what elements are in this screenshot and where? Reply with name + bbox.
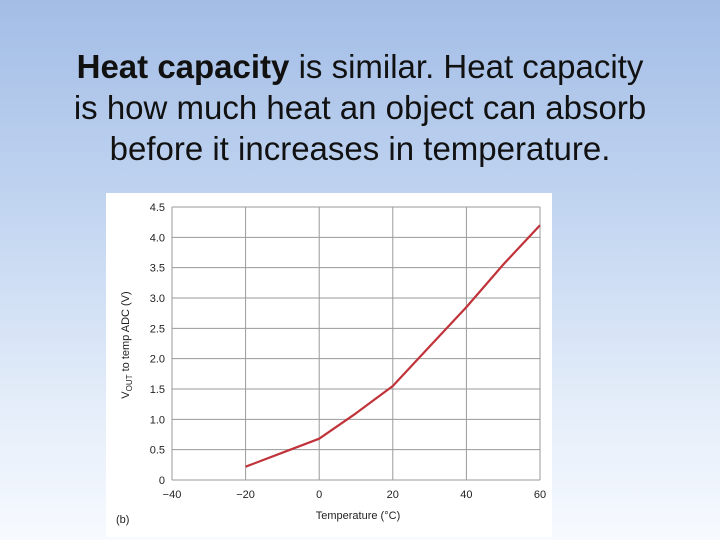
y-axis-label: VOUT to temp ADC (V) — [120, 291, 134, 398]
y-tick-label: 2.0 — [150, 354, 165, 366]
chart-panel: −40 −20 0 20 40 60 0 0.5 1.0 1.5 2.0 2.5 3.0 3.5 4.0 4.… — [106, 193, 552, 537]
y-tick-label: 1.5 — [150, 384, 165, 396]
line-chart: −40 −20 0 20 40 60 0 0.5 1.0 1.5 2.0 2.5 3.0 3.5 4.0 4.… — [116, 202, 546, 526]
y-tick-label: 4.5 — [150, 202, 165, 214]
y-tick-label: 2.5 — [150, 323, 165, 335]
y-axis-label-rest: to temp ADC (V) — [120, 291, 132, 374]
y-axis-label-main: V — [120, 391, 132, 399]
y-tick-label: 1.0 — [150, 414, 165, 426]
y-tick-label: 4.0 — [150, 232, 165, 244]
y-tick-label: 0 — [159, 475, 165, 487]
slide-title: Heat capacity is similar. Heat capacity … — [20, 46, 700, 169]
y-tick-label: 0.5 — [150, 445, 165, 457]
tick-labels: −40 −20 0 20 40 60 0 0.5 1.0 1.5 2.0 2.5 3.0 3.5 4.0 4.… — [150, 202, 546, 501]
title-line-1: Heat capacity is similar. Heat capacity — [20, 46, 700, 87]
y-tick-label: 3.0 — [150, 293, 165, 305]
x-tick-label: −40 — [163, 489, 182, 501]
series-layer — [245, 224, 541, 468]
title-bold-term: Heat capacity — [76, 48, 290, 85]
x-tick-label: 0 — [316, 489, 322, 501]
y-axis-label-sub: OUT — [125, 374, 134, 391]
title-line-2: is how much heat an object can absorb — [73, 89, 647, 126]
y-tick-label: 3.5 — [150, 263, 165, 275]
title-line-1-rest: is similar. Heat capacity — [289, 48, 644, 85]
x-axis-label: Temperature (°C) — [316, 510, 400, 522]
series-line — [245, 224, 541, 468]
title-line-3: before it increases in temperature. — [109, 130, 611, 167]
x-tick-label: 60 — [534, 489, 546, 501]
grid — [171, 206, 541, 481]
x-tick-label: 20 — [387, 489, 399, 501]
x-tick-label: −20 — [236, 489, 255, 501]
x-tick-label: 40 — [460, 489, 472, 501]
panel-label: (b) — [116, 514, 129, 526]
